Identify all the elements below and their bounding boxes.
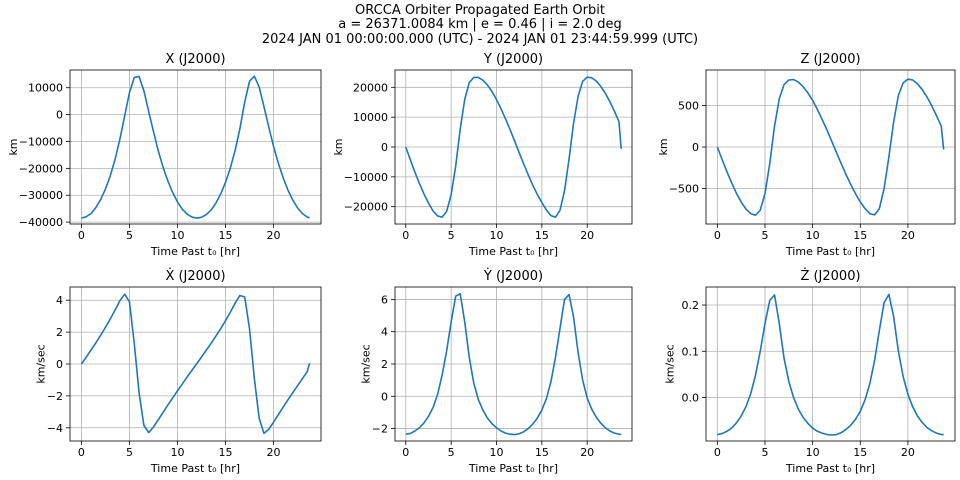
x-tick-label: 5 xyxy=(126,229,133,242)
y-tick-label: −4 xyxy=(47,422,63,435)
series-line xyxy=(716,78,945,217)
plot-title: Ẏ (J2000) xyxy=(483,268,543,284)
x-tick-label: 10 xyxy=(170,229,184,242)
series-line xyxy=(405,292,622,436)
x-tick-label: 10 xyxy=(806,446,820,459)
y-tick-label: 20000 xyxy=(353,81,388,94)
y-tick-label: −40000 xyxy=(19,216,63,229)
y-tick-label: 0.1 xyxy=(682,345,700,358)
y-tick-label: 2 xyxy=(56,326,63,339)
y-axis-label: km xyxy=(332,138,345,155)
plot-x-velocity: 0 5 10 15 20 −4 −2 0 2 4 Ẋ (J2000) Time Past t₀ [hr… xyxy=(34,268,322,475)
x-axis-label: Time Past t₀ [hr] xyxy=(468,245,558,258)
y-tick-label: −500 xyxy=(669,183,699,196)
y-tick-label: −2 xyxy=(47,390,63,403)
y-tick-label: 0 xyxy=(56,109,63,122)
x-axis-label: Time Past t₀ [hr] xyxy=(150,462,240,475)
y-axis-label: km/sec xyxy=(359,344,372,383)
x-tick-label: 0 xyxy=(402,446,409,459)
plot-title: X (J2000) xyxy=(165,52,225,67)
x-tick-label: 10 xyxy=(489,446,503,459)
figure-title-line-3: 2024 JAN 01 00:00:00.000 (UTC) - 2024 JA… xyxy=(262,32,698,47)
plot-y-position: 0 5 10 15 20 −20000 −10000 0 10000 20000 Y (J2000)… xyxy=(332,52,633,258)
y-tick-label: 4 xyxy=(381,326,388,339)
series-line xyxy=(80,293,311,435)
series-line xyxy=(405,76,623,218)
y-tick-label: 10000 xyxy=(28,82,63,95)
x-tick-label: 15 xyxy=(219,446,233,459)
y-axis-label: km/sec xyxy=(664,344,677,383)
x-tick-label: 15 xyxy=(219,229,233,242)
y-axis-label: km/sec xyxy=(34,344,47,383)
x-tick-label: 0 xyxy=(714,446,721,459)
y-axis-label: km xyxy=(657,138,670,155)
y-tick-label: 10000 xyxy=(353,111,388,124)
plot-x-position: 0 5 10 15 20 −40000 −30000 −20000 −10000 0 10000 X … xyxy=(7,52,322,258)
y-tick-label: −20000 xyxy=(19,162,63,175)
y-axis-label: km xyxy=(7,138,20,155)
y-tick-label: 6 xyxy=(381,293,388,306)
series-line xyxy=(81,75,310,219)
y-tick-label: 500 xyxy=(678,99,699,112)
plot-title: Y (J2000) xyxy=(483,52,543,67)
x-tick-label: 15 xyxy=(535,229,549,242)
x-tick-label: 20 xyxy=(901,229,915,242)
x-tick-label: 0 xyxy=(714,229,721,242)
x-tick-label: 5 xyxy=(448,229,455,242)
plot-y-velocity: 0 5 10 15 20 −2 0 2 4 6 Ẏ (J2000) Time Past t₀ [hr]… xyxy=(359,268,633,475)
y-tick-label: 0 xyxy=(56,358,63,371)
x-tick-label: 5 xyxy=(761,446,768,459)
y-tick-label: −2 xyxy=(372,423,388,436)
y-tick-label: −10000 xyxy=(19,135,63,148)
x-tick-label: 15 xyxy=(853,229,867,242)
figure-title-line-2: a = 26371.0084 km | e = 0.46 | i = 2.0 d… xyxy=(338,17,622,32)
y-tick-label: 2 xyxy=(381,358,388,371)
x-tick-label: 10 xyxy=(806,229,820,242)
x-tick-label: 0 xyxy=(78,446,85,459)
x-tick-label: 0 xyxy=(402,229,409,242)
x-tick-label: 10 xyxy=(170,446,184,459)
y-tick-label: 0.2 xyxy=(682,299,700,312)
axes-frame xyxy=(69,69,322,225)
x-tick-label: 15 xyxy=(535,446,549,459)
plot-z-position: 0 5 10 15 20 −500 0 500 Z (J2000) Time Past t₀ [h… xyxy=(657,52,956,258)
plot-title: Z (J2000) xyxy=(800,52,860,67)
y-tick-label: 4 xyxy=(56,294,63,307)
x-tick-label: 5 xyxy=(448,446,455,459)
y-tick-label: 0 xyxy=(381,141,388,154)
x-axis-label: Time Past t₀ [hr] xyxy=(785,245,875,258)
x-axis-label: Time Past t₀ [hr] xyxy=(150,245,240,258)
x-tick-label: 5 xyxy=(761,229,768,242)
x-tick-label: 20 xyxy=(580,229,594,242)
plot-title: Ż (J2000) xyxy=(800,268,860,284)
x-tick-label: 20 xyxy=(901,446,915,459)
y-tick-label: −10000 xyxy=(344,171,388,184)
y-tick-label: 0.0 xyxy=(682,392,700,405)
x-tick-label: 10 xyxy=(489,229,503,242)
plot-title: Ẋ (J2000) xyxy=(165,268,225,284)
x-tick-label: 5 xyxy=(126,446,133,459)
y-tick-label: −30000 xyxy=(19,189,63,202)
y-tick-label: 0 xyxy=(381,390,388,403)
x-tick-label: 20 xyxy=(267,446,281,459)
y-tick-label: −20000 xyxy=(344,201,388,214)
x-tick-label: 15 xyxy=(853,446,867,459)
x-tick-label: 20 xyxy=(580,446,594,459)
series-line xyxy=(717,293,944,436)
x-tick-label: 0 xyxy=(78,229,85,242)
figure-title-line-1: ORCCA Orbiter Propagated Earth Orbit xyxy=(355,3,605,18)
y-tick-label: 0 xyxy=(692,141,699,154)
x-axis-label: Time Past t₀ [hr] xyxy=(468,462,558,475)
x-axis-label: Time Past t₀ [hr] xyxy=(785,462,875,475)
axes-frame xyxy=(705,286,956,442)
plot-z-velocity: 0 5 10 15 20 0.0 0.1 0.2 Ż (J2000) Time Past t₀ [… xyxy=(664,268,956,475)
x-tick-label: 20 xyxy=(267,229,281,242)
